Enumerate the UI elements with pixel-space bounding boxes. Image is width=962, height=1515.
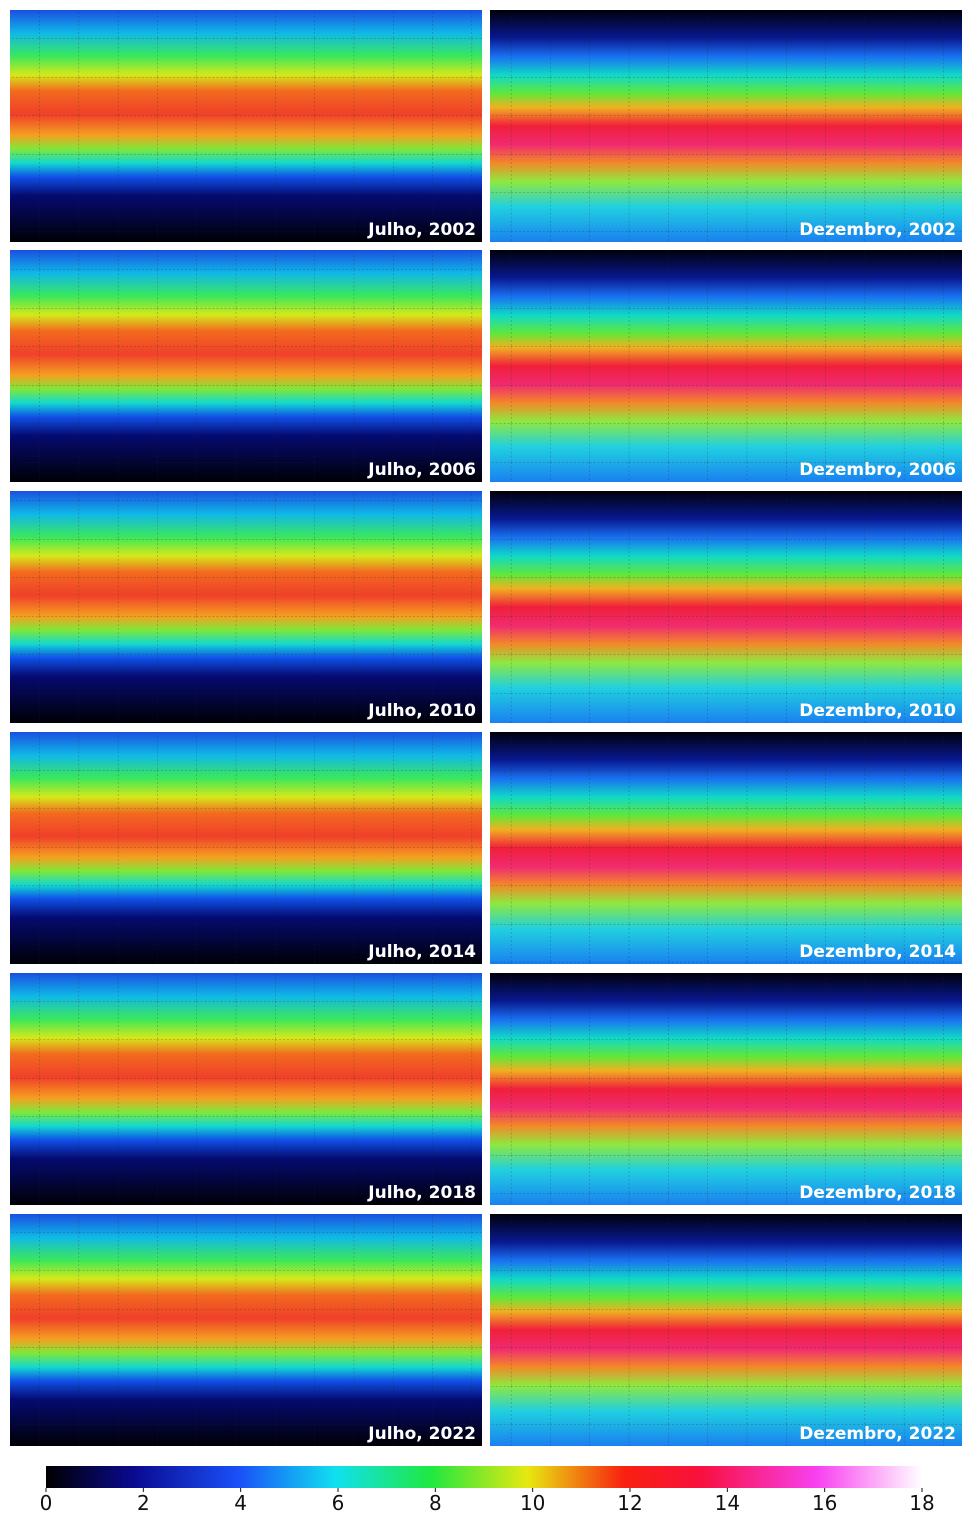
panel-label: Julho, 2014 [367, 942, 476, 962]
map-panel: Dezembro, 2014 [490, 732, 962, 964]
map-panel: Dezembro, 2022 [490, 1214, 962, 1446]
map-grid [490, 732, 962, 964]
map-grid [490, 491, 962, 723]
map-grid [10, 1214, 482, 1446]
tick-label: 2 [137, 1491, 150, 1515]
map-grid [490, 10, 962, 242]
map-grid [490, 250, 962, 482]
tick-label: 10 [520, 1491, 545, 1515]
map-panels: Julho, 2002 Dezembro, 2002 Julho, 2006 Deze… [10, 10, 962, 1446]
tick-label: 6 [332, 1491, 345, 1515]
map-grid [10, 250, 482, 482]
map-grid [10, 732, 482, 964]
panel-label: Dezembro, 2010 [799, 701, 956, 721]
panel-label: Julho, 2006 [367, 460, 476, 480]
panel-label: Julho, 2018 [367, 1183, 476, 1203]
tick-label: 16 [812, 1491, 837, 1515]
map-panel: Dezembro, 2006 [490, 250, 962, 482]
map-panel: Dezembro, 2010 [490, 491, 962, 723]
tick-label: 8 [429, 1491, 442, 1515]
map-panel: Julho, 2014 [10, 732, 482, 964]
panel-label: Dezembro, 2014 [799, 942, 956, 962]
panel-label: Dezembro, 2022 [799, 1424, 956, 1444]
map-panel: Dezembro, 2018 [490, 973, 962, 1205]
map-panel: Julho, 2018 [10, 973, 482, 1205]
map-grid [10, 973, 482, 1205]
panel-label: Dezembro, 2006 [799, 460, 956, 480]
panel-label: Julho, 2010 [367, 701, 476, 721]
map-grid [490, 1214, 962, 1446]
tick-label: 14 [715, 1491, 740, 1515]
map-panel: Julho, 2002 [10, 10, 482, 242]
map-panel: Julho, 2010 [10, 491, 482, 723]
panel-label: Julho, 2022 [367, 1424, 476, 1444]
tick-label: 18 [909, 1491, 934, 1515]
panel-label: Julho, 2002 [367, 220, 476, 240]
map-grid [10, 491, 482, 723]
tick-label: 0 [40, 1491, 53, 1515]
map-panel: Julho, 2022 [10, 1214, 482, 1446]
map-grid [490, 973, 962, 1205]
panel-label: Dezembro, 2002 [799, 220, 956, 240]
map-grid [10, 10, 482, 242]
map-panel: Dezembro, 2002 [490, 10, 962, 242]
tick-label: 4 [234, 1491, 247, 1515]
colorbar-ticks: 0 2 4 6 8 10 12 14 16 18 [40, 1488, 935, 1515]
colorbar [46, 1466, 922, 1488]
tick-label: 12 [617, 1491, 642, 1515]
panel-label: Dezembro, 2018 [799, 1183, 956, 1203]
map-panel: Julho, 2006 [10, 250, 482, 482]
